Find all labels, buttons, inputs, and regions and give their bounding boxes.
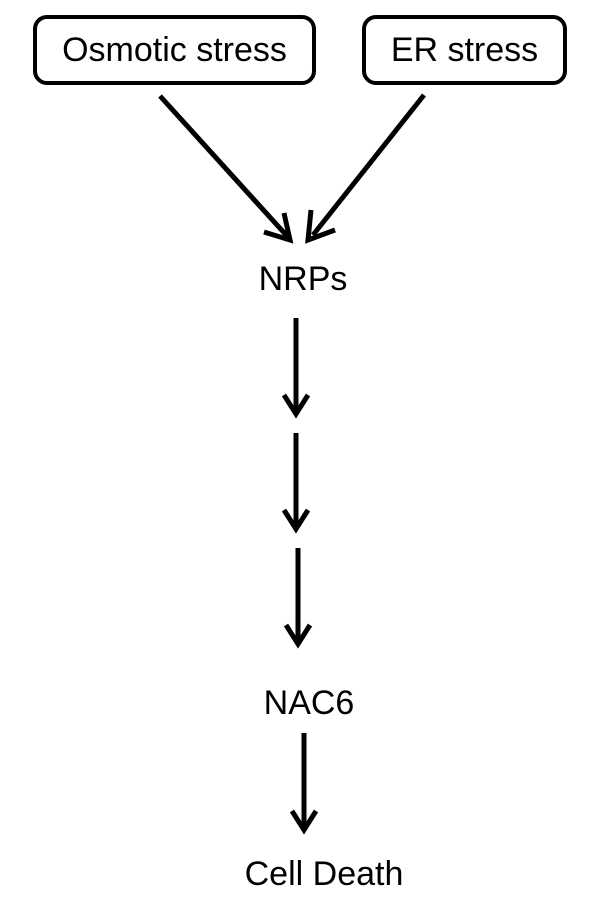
er-stress-label: ER stress	[390, 31, 539, 69]
arrow-nrps-step-3	[283, 548, 313, 649]
arrow-nac6-to-cell-death	[289, 733, 319, 835]
er-stress-node: ER stress	[362, 15, 567, 85]
arrow-er-to-nrps	[305, 93, 426, 244]
osmotic-stress-label: Osmotic stress	[62, 31, 287, 69]
arrow-nrps-step-1	[281, 318, 311, 419]
arrow-nrps-step-2	[281, 433, 311, 534]
arrow-osmotic-to-nrps	[158, 94, 294, 244]
nac6-node: NAC6	[263, 684, 355, 722]
osmotic-stress-node: Osmotic stress	[33, 15, 316, 85]
cell-death-node: Cell Death	[244, 855, 404, 893]
nrps-node: NRPs	[258, 260, 348, 298]
